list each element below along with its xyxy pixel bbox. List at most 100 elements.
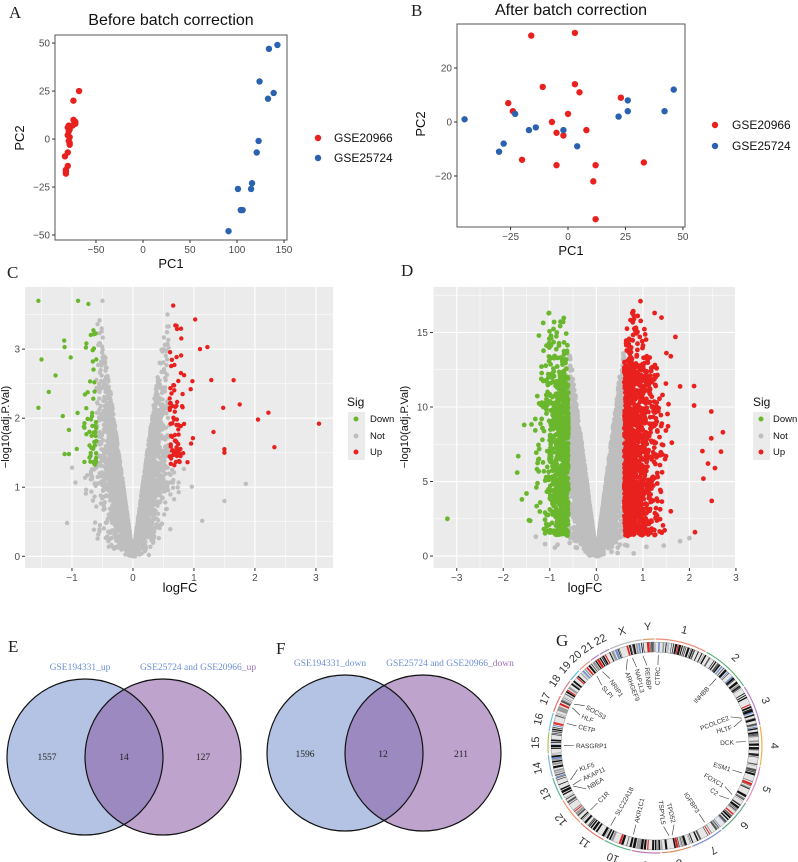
point-not xyxy=(96,362,101,368)
point-gse20966 xyxy=(518,156,526,163)
point-gse25724 xyxy=(264,95,272,102)
point-up xyxy=(190,379,195,384)
point-not xyxy=(100,416,106,421)
legend-marker-down xyxy=(353,416,359,422)
point-not xyxy=(143,463,148,468)
point-not xyxy=(189,484,194,489)
point-not xyxy=(107,460,112,466)
legend-label-not: Not xyxy=(370,431,385,442)
point-gse20966 xyxy=(548,118,556,126)
point-not xyxy=(156,536,161,541)
point-up xyxy=(197,346,203,352)
point-not xyxy=(97,523,103,528)
point-up xyxy=(169,357,175,362)
point-not xyxy=(114,516,119,521)
point-not xyxy=(155,437,160,442)
y-tick-label: −50 xyxy=(33,231,50,242)
x-axis-label: PC1 xyxy=(158,256,183,271)
point-not xyxy=(106,539,111,544)
y-tick-label: 5 xyxy=(422,477,428,488)
y-axis-label: −log10(adj.P.Val) xyxy=(0,386,12,468)
point-not xyxy=(152,526,158,531)
point-not xyxy=(165,484,170,489)
point-not xyxy=(101,483,107,488)
point-down xyxy=(91,346,97,351)
panel-letter-d: D xyxy=(401,261,413,280)
point-not xyxy=(97,471,102,476)
point-not xyxy=(105,414,111,419)
point-not xyxy=(98,359,104,364)
point-not xyxy=(155,378,160,383)
y-tick-label: 0 xyxy=(14,552,20,563)
point-not xyxy=(91,527,97,532)
y-tick-label: −25 xyxy=(33,183,50,194)
point-down xyxy=(91,396,96,401)
point-not xyxy=(162,454,168,460)
point-gse25724 xyxy=(247,185,255,193)
point-not xyxy=(222,498,227,504)
x-tick-label: −3 xyxy=(451,573,463,584)
point-not xyxy=(97,429,102,435)
point-up xyxy=(255,417,261,422)
point-not xyxy=(200,518,205,523)
point-up xyxy=(237,402,242,407)
point-gse20966 xyxy=(553,129,560,136)
y-tick-label: 25 xyxy=(39,87,51,98)
point-not xyxy=(161,465,167,470)
point-not xyxy=(98,493,103,498)
point-gse25724 xyxy=(248,179,256,187)
point-not xyxy=(115,459,121,464)
point-up xyxy=(172,409,177,414)
x-tick-label: 100 xyxy=(229,245,246,256)
point-down xyxy=(61,338,67,343)
point-not xyxy=(124,523,129,529)
legend: Sig Down Not Up xyxy=(347,395,394,460)
point-down xyxy=(81,424,87,429)
point-up xyxy=(222,450,227,455)
point-up xyxy=(172,432,178,438)
point-not xyxy=(142,482,148,487)
point-down xyxy=(84,341,89,346)
point-not xyxy=(168,492,173,497)
point-not xyxy=(162,436,167,442)
point-not xyxy=(138,512,143,517)
y-tick-label: −20 xyxy=(435,171,452,182)
point-up xyxy=(178,326,184,331)
point-not xyxy=(156,400,162,405)
legend-label-up: Up xyxy=(370,447,382,458)
point-not xyxy=(100,298,105,303)
point-not xyxy=(142,496,148,501)
point-down xyxy=(91,446,96,451)
point-not xyxy=(92,520,98,525)
point-not xyxy=(160,495,165,501)
point-up xyxy=(167,405,173,411)
point-not xyxy=(146,438,151,443)
point-not xyxy=(151,427,156,433)
point-up xyxy=(266,410,271,415)
plot-border xyxy=(456,23,686,228)
point-gse25724 xyxy=(615,113,622,120)
point-not xyxy=(124,542,129,547)
x-tick-label: 0 xyxy=(140,245,146,256)
point-not xyxy=(101,488,106,493)
point-up xyxy=(173,438,178,443)
point-not xyxy=(243,481,248,486)
point-not xyxy=(113,429,118,434)
panel-letter-a: A xyxy=(9,3,22,22)
point-up xyxy=(174,399,180,405)
point-not xyxy=(160,397,165,402)
legend-marker-gse20966 xyxy=(314,134,322,142)
y-tick-label: 3 xyxy=(14,345,20,356)
point-not xyxy=(142,508,148,514)
point-up xyxy=(167,401,173,406)
point-not xyxy=(155,420,160,425)
point-not xyxy=(170,485,176,490)
point-gse20966 xyxy=(66,141,73,148)
legend-marker-gse20966 xyxy=(711,121,719,129)
point-down xyxy=(94,426,99,431)
point-gse20966 xyxy=(583,126,590,134)
point-not xyxy=(88,471,94,476)
point-not xyxy=(138,502,144,507)
point-not xyxy=(98,411,104,417)
point-not xyxy=(169,467,175,473)
